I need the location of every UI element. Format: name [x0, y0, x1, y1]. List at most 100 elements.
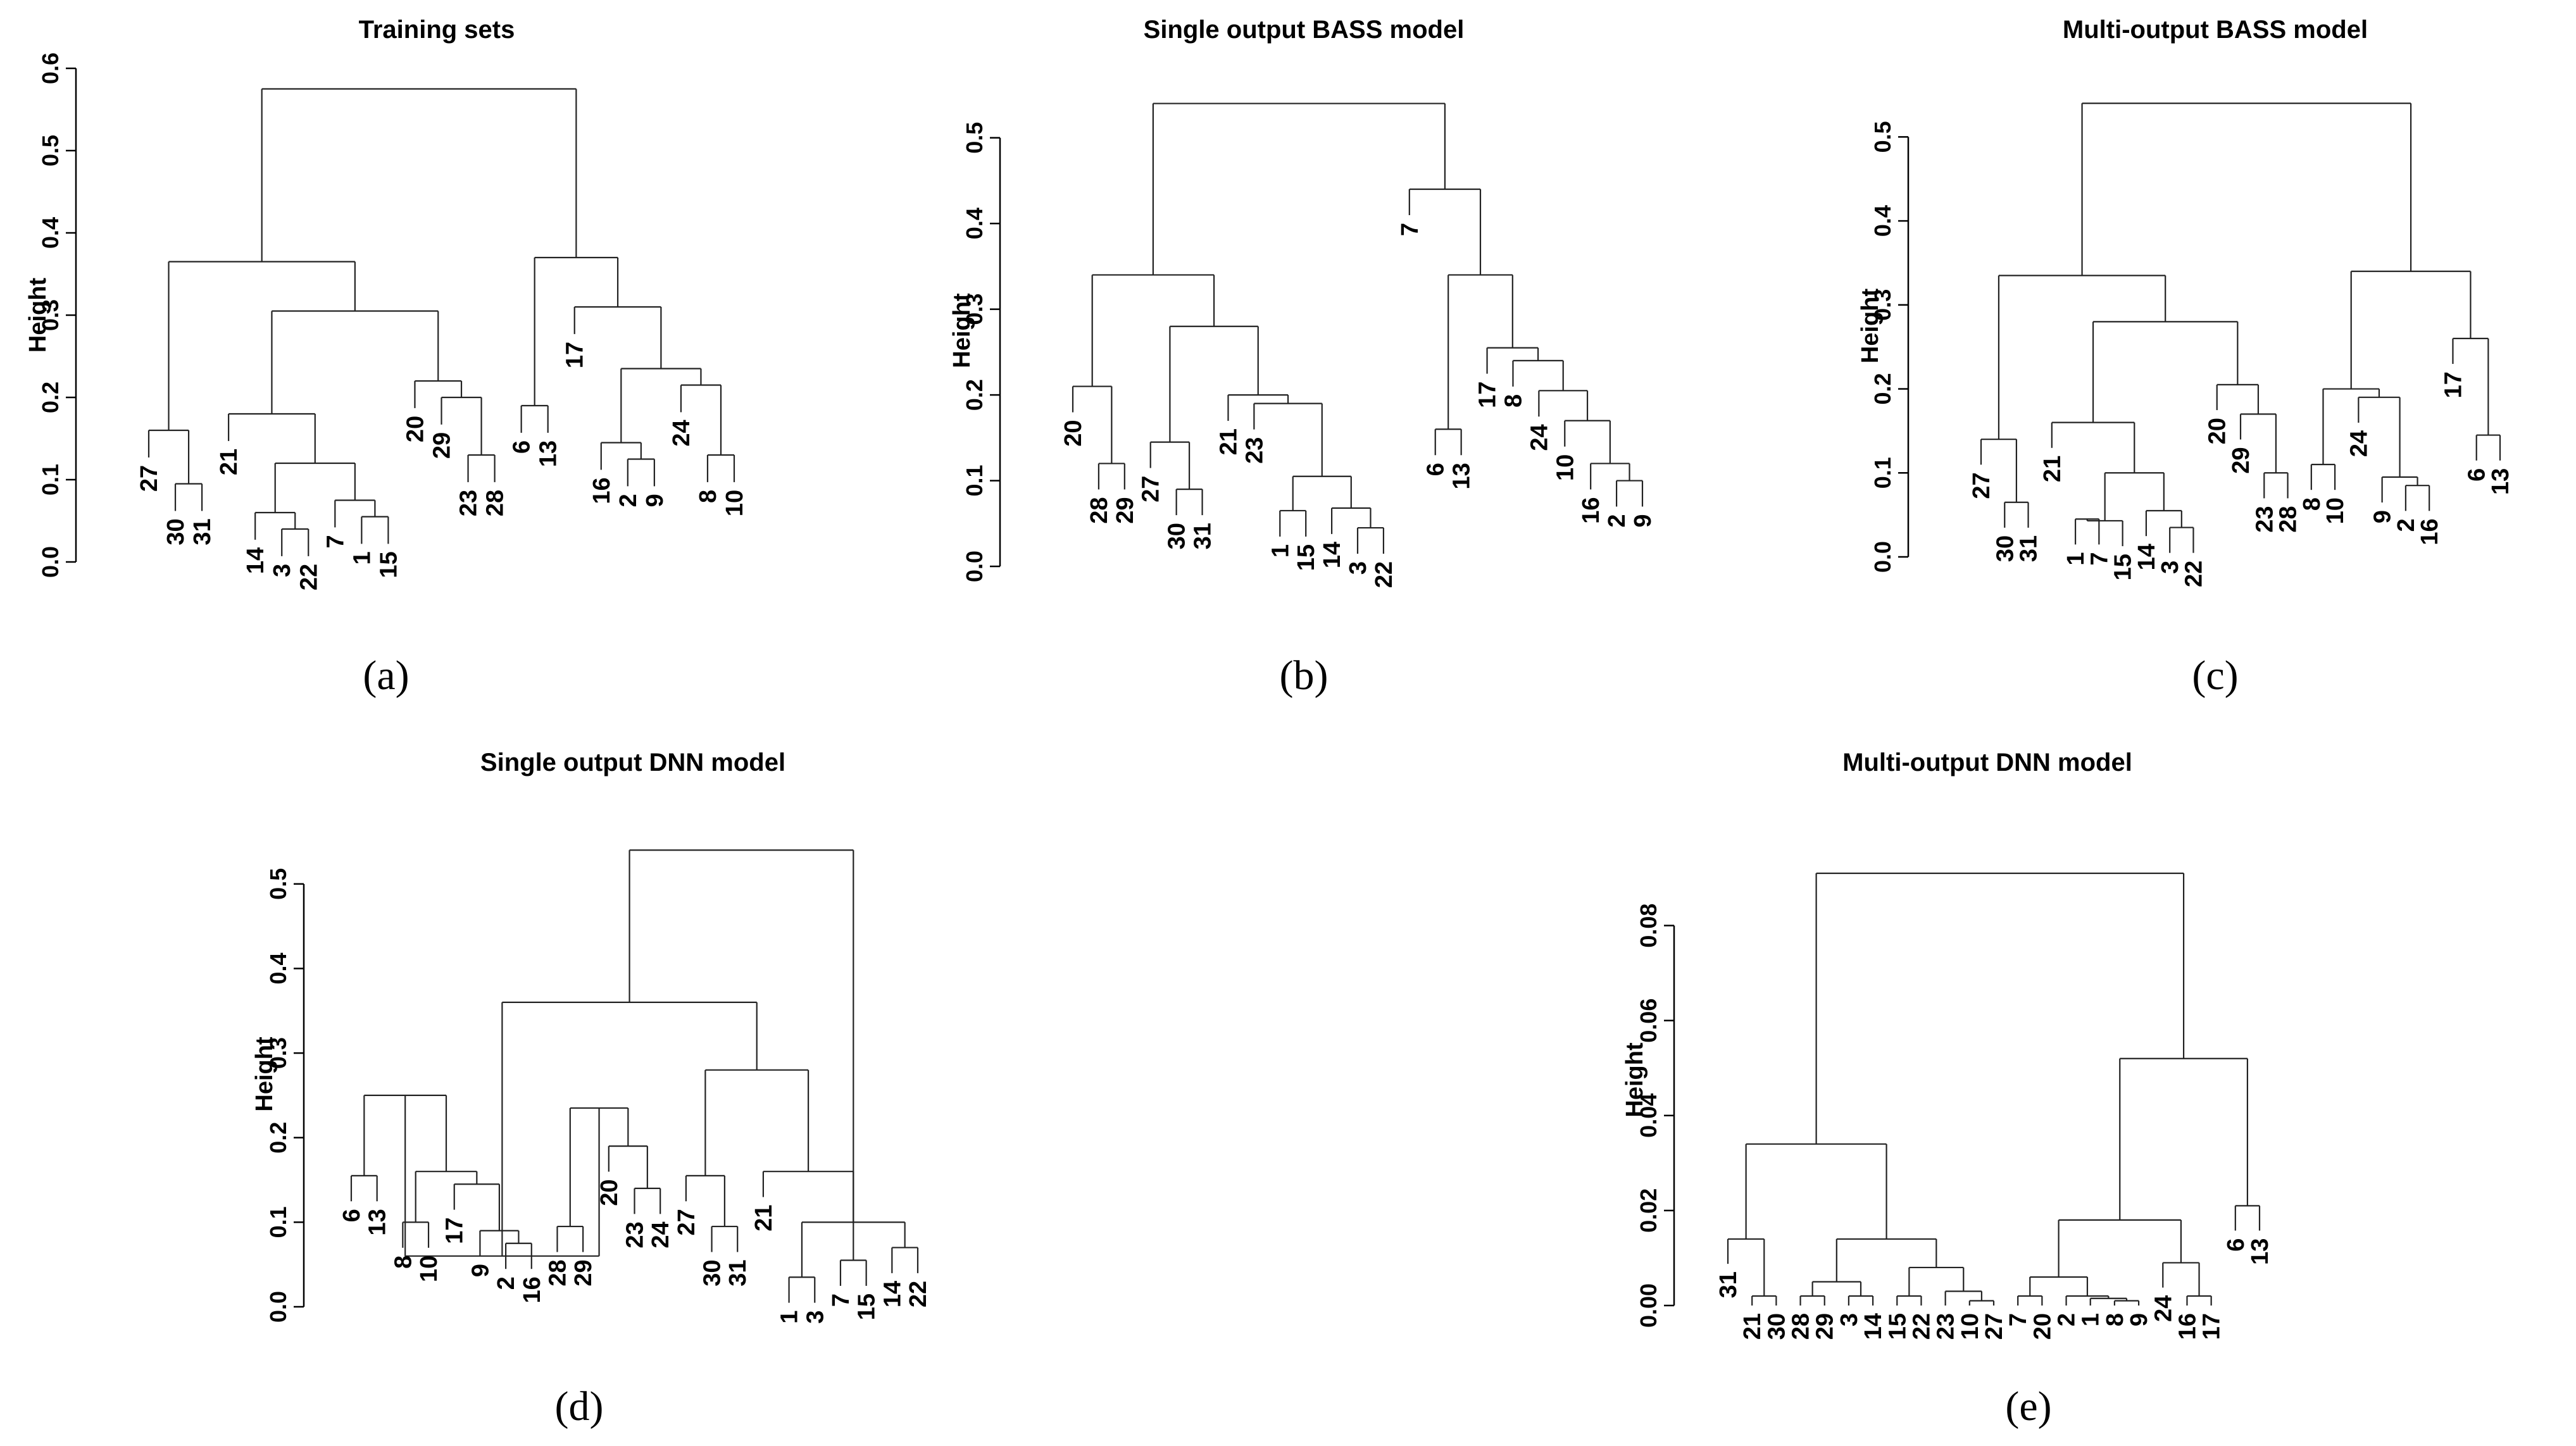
leaf-label: 22 [905, 1281, 932, 1307]
chart-title: Single output DNN model [480, 749, 785, 776]
leaf-label: 20 [402, 416, 428, 442]
y-tick-label: 0.5 [961, 122, 987, 154]
leaf-label: 3 [1345, 561, 1372, 575]
leaf-label: 22 [296, 564, 322, 590]
y-axis-label: Height [1622, 1042, 1648, 1118]
leaf-label: 29 [1812, 1313, 1839, 1340]
leaf-label: 23 [622, 1221, 649, 1248]
leaf-label: 9 [1630, 514, 1656, 528]
leaf-label: 14 [879, 1281, 906, 1307]
leaf-label: 1 [2078, 1313, 2104, 1326]
leaf-label: 17 [2440, 371, 2467, 398]
y-tick-label: 0.02 [1635, 1188, 1661, 1233]
leaf-label: 27 [673, 1209, 700, 1235]
chart-title: Single output BASS model [1144, 16, 1465, 44]
leaf-label: 8 [2102, 1313, 2129, 1326]
leaf-label: 21 [2039, 456, 2066, 482]
leaf-label: 22 [2180, 561, 2207, 587]
leaf-label: 2 [615, 494, 642, 507]
leaf-label: 3 [802, 1311, 828, 1324]
y-tick-label: 0.3 [1870, 289, 1896, 321]
leaf-label: 24 [2346, 430, 2372, 457]
caption-a: (a) [363, 652, 410, 699]
panel-a: Training sets Height 0.0 0.1 0.2 0.3 0.4 0.5 0.6… [25, 16, 748, 590]
leaf-label: 2 [493, 1276, 520, 1290]
panel-c: Multi-output BASS model Height 0.0 0.1 0.2 0.… [1857, 16, 2514, 587]
y-tick-label: 0.0 [265, 1291, 291, 1323]
leaf-label: 14 [2134, 544, 2160, 570]
leaf-label: 29 [429, 432, 456, 459]
leaf-label: 15 [1884, 1313, 1911, 1340]
leaf-label: 20 [1060, 420, 1087, 447]
leaf-label: 10 [1957, 1313, 1984, 1340]
y-tick-label: 0.08 [1635, 904, 1661, 948]
leaf-label: 16 [589, 477, 615, 504]
leaf-label: 13 [535, 440, 562, 467]
chart-title: Multi-output BASS model [2063, 16, 2368, 44]
leaf-label: 6 [509, 440, 535, 454]
leaf-label: 30 [163, 518, 189, 545]
leaf-label: 9 [467, 1264, 494, 1277]
leaf-label: 23 [1241, 437, 1268, 464]
leaf-label: 1 [2063, 552, 2089, 565]
leaf-label: 28 [482, 490, 509, 516]
panel-d: Single output DNN model Height 0.0 0.1 0.2 0.… [251, 749, 932, 1324]
caption-e: (e) [2005, 1383, 2052, 1430]
y-tick-label: 0.5 [37, 135, 63, 166]
leaf-label: 15 [1293, 544, 1320, 571]
leaf-label: 27 [136, 465, 163, 492]
leaf-label: 2 [2054, 1313, 2080, 1326]
leaf-label: 13 [1449, 463, 1475, 489]
leaf-label: 16 [2417, 518, 2443, 545]
y-tick-label: 0.0 [1870, 541, 1896, 573]
leaf-label: 6 [2464, 468, 2491, 482]
y-axis-label: Height [949, 293, 975, 368]
leaf-label: 7 [1397, 223, 1423, 236]
leaf-label: 9 [642, 494, 668, 507]
y-tick-label: 0.0 [961, 551, 987, 582]
leaf-label: 31 [1715, 1271, 1742, 1298]
leaf-label: 30 [1992, 535, 2018, 562]
leaf-label: 14 [242, 547, 269, 574]
leaf-label: 13 [365, 1209, 391, 1235]
leaf-label: 7 [2086, 552, 2113, 565]
leaf-label: 1 [777, 1311, 803, 1324]
leaf-label: 16 [1578, 497, 1604, 523]
leaf-label: 21 [1739, 1313, 1766, 1340]
leaf-label: 1 [349, 551, 375, 564]
leaf-label: 30 [699, 1259, 726, 1286]
y-axis-label: Height [1857, 289, 1884, 364]
y-tick-label: 0.2 [961, 379, 987, 411]
leaf-label: 9 [2126, 1313, 2153, 1326]
leaf-label: 23 [2251, 506, 2278, 532]
leaf-label: 3 [269, 564, 296, 577]
leaf-label: 6 [339, 1209, 365, 1222]
y-tick-label: 0.3 [37, 299, 63, 331]
leaf-label: 28 [1788, 1313, 1815, 1340]
leaf-label: 15 [2110, 554, 2137, 580]
leaf-label: 17 [2199, 1313, 2225, 1340]
leaf-label: 13 [2487, 468, 2514, 495]
leaf-label: 17 [562, 342, 589, 368]
leaf-label: 28 [2275, 506, 2302, 532]
y-tick-label: 0.4 [37, 217, 63, 249]
leaf-label: 21 [216, 449, 242, 475]
caption-b: (b) [1279, 652, 1329, 699]
y-tick-label: 0.4 [1870, 205, 1896, 237]
leaf-label: 2 [1604, 514, 1630, 528]
leaf-label: 31 [2016, 535, 2042, 562]
y-tick-label: 0.0 [37, 546, 63, 578]
caption-c: (c) [2192, 652, 2239, 699]
leaf-label: 22 [1908, 1313, 1935, 1340]
leaf-label: 10 [722, 490, 748, 516]
chart-title: Multi-output DNN model [1842, 749, 2132, 776]
leaf-label: 13 [2247, 1238, 2273, 1265]
y-tick-label: 0.1 [37, 464, 63, 496]
leaf-label: 15 [854, 1293, 880, 1320]
leaf-label: 1 [1267, 544, 1294, 558]
y-tick-label: 0.4 [265, 952, 291, 984]
leaf-label: 30 [1164, 523, 1191, 549]
y-tick-label: 0.3 [265, 1037, 291, 1069]
leaf-label: 20 [596, 1180, 623, 1206]
